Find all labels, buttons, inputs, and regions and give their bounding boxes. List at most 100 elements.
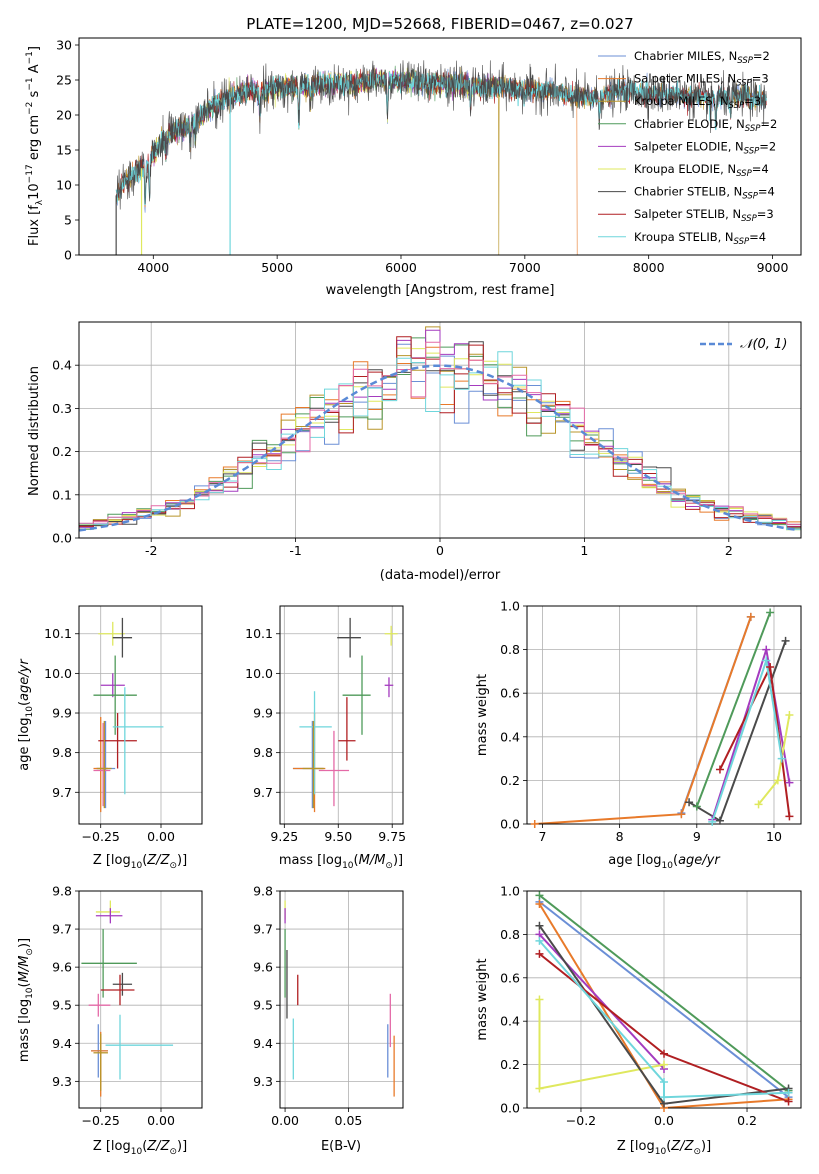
- y-tick-label: 9.4: [253, 1036, 273, 1051]
- series-line-chabrier-elodie: [538, 894, 790, 1092]
- y-axis-label: mass weight: [475, 958, 490, 1040]
- y-tick-label: 0.3: [52, 401, 72, 416]
- marker-plus: [660, 1093, 668, 1102]
- axes-frame: [279, 890, 404, 1109]
- marker-plus: [784, 1088, 793, 1097]
- y-tick-label: 10: [56, 178, 72, 193]
- plot-area: [292, 617, 398, 813]
- x-tick-label: -1: [289, 543, 301, 558]
- x-tick-label: 0.05: [335, 1113, 363, 1128]
- series-line-chabrier-elodie: [695, 612, 772, 807]
- legend-text: Chabrier ELODIE, N: [634, 117, 745, 131]
- y-tick-label: 9.6: [253, 960, 273, 975]
- y-tick-label: 10.1: [44, 626, 72, 641]
- y-tick-label: 15: [56, 143, 72, 158]
- y-tick-label: 9.9: [253, 706, 273, 721]
- y-tick-label: 9.7: [52, 785, 72, 800]
- y-axis-label: age [log10(age/yr: [17, 658, 35, 771]
- x-tick-label: 0.00: [271, 1113, 299, 1128]
- label-part: Z [log: [617, 1139, 655, 1154]
- legend-sub: SSP: [734, 237, 750, 247]
- marker-plus: [677, 810, 686, 819]
- label-part: 10: [27, 183, 42, 200]
- y-tick-label: 0.2: [500, 1057, 520, 1072]
- legend-count: =2: [759, 139, 776, 153]
- axes-frame: [526, 605, 802, 825]
- x-tick-label: -2: [145, 543, 157, 558]
- x-axis-label: age [log10(age/yr: [608, 853, 721, 871]
- x-tick-label: 0: [436, 543, 444, 558]
- marker-plus: [784, 1097, 793, 1106]
- axes-frame: [279, 605, 404, 825]
- legend-sub: SSP: [737, 56, 753, 66]
- y-tick-label: 0.0: [500, 1101, 520, 1116]
- mass-weight-vs-age-plot: 7 8 9 10 0.0 0.2 0.4 0.6 0.8 1.0 mass weight age [l…: [475, 599, 802, 871]
- label-part: −17: [25, 164, 35, 183]
- marker-plus: [773, 776, 782, 785]
- x-axis-label: (data-model)/error: [380, 568, 501, 583]
- age-vs-mass-plot: 9.25 9.50 9.75 9.7 9.8 9.9 10.0 10.1 mass [log10…: [245, 605, 406, 871]
- y-tick-label: 9.8: [253, 745, 273, 760]
- x-tick-label: 9.25: [270, 829, 298, 844]
- series-line-kroupa-stelib: [711, 660, 783, 823]
- x-axis-label: mass [log10(M/M⊙)]: [279, 853, 403, 871]
- legend-sub: SSP: [741, 214, 757, 224]
- y-axis-label: Normed distribution: [27, 366, 42, 496]
- label-part: 10: [25, 987, 35, 999]
- x-tick-label: 7000: [509, 260, 541, 275]
- label-part: s: [27, 90, 42, 101]
- legend-label: Chabrier ELODIE, NSSP=2: [634, 117, 777, 134]
- label-part: (: [142, 1139, 147, 1154]
- y-tick-label: 1.0: [500, 884, 520, 899]
- label-part: age/yr: [17, 658, 32, 701]
- axes-frame: [78, 605, 203, 825]
- series-line-salpeter-miles: [534, 616, 752, 824]
- y-tick-label: 9.7: [253, 785, 273, 800]
- legend: 𝒩(0, 1): [700, 337, 787, 352]
- y-tick-label: 0.1: [52, 487, 72, 502]
- y-axis-label: mass weight: [475, 674, 490, 756]
- x-axis-label: Z [log10(Z/Z⊙)]: [93, 853, 187, 871]
- legend-sub: SSP: [742, 192, 758, 202]
- y-tick-label: 9.7: [52, 922, 72, 937]
- legend-label: Chabrier STELIB, NSSP=4: [634, 185, 775, 202]
- legend-count: =3: [752, 72, 769, 86]
- marker-plus: [692, 802, 701, 811]
- label-part: ⊙: [169, 1147, 177, 1157]
- x-tick-label: 0.0: [654, 1113, 674, 1128]
- residual-histogram-plot: -2 -1 0 1 2 0.0 0.1 0.2 0.3 0.4 (data-model)/erro…: [27, 321, 802, 583]
- y-tick-label: 5: [64, 213, 72, 228]
- label-part: Z/Z: [146, 1139, 170, 1154]
- y-tick-label: 30: [56, 38, 72, 53]
- label-part: (: [666, 1139, 671, 1154]
- x-tick-label: 8000: [633, 260, 665, 275]
- legend-label-normal: 𝒩(0, 1): [740, 337, 787, 352]
- label-part: )]: [17, 938, 32, 948]
- x-axis-label: Z [log10(Z/Z⊙)]: [93, 1139, 187, 1157]
- marker-plus: [715, 816, 724, 825]
- y-tick-label: 0.4: [500, 729, 520, 744]
- spectrum-plot: PLATE=1200, MJD=52668, FIBERID=0467, z=0…: [25, 15, 802, 298]
- y-tick-label: 0.6: [500, 970, 520, 985]
- marker-plus: [762, 656, 771, 665]
- y-tick-label: 9.8: [253, 884, 273, 899]
- x-tick-label: 9000: [757, 260, 789, 275]
- legend-count: =2: [760, 117, 777, 131]
- y-tick-label: 0.0: [500, 817, 520, 832]
- marker-plus: [535, 936, 544, 945]
- label-part: mass [log: [279, 853, 342, 868]
- y-tick-label: 9.9: [52, 706, 72, 721]
- marker-plus: [660, 1049, 668, 1058]
- label-part: mass [log: [17, 999, 32, 1062]
- label-part: ⊙: [169, 861, 177, 871]
- legend-count: =4: [758, 185, 775, 199]
- label-part: (: [17, 982, 32, 987]
- marker-plus: [530, 820, 539, 828]
- legend-sub: SSP: [729, 101, 745, 111]
- marker-plus: [785, 711, 794, 719]
- axes-frame: [78, 890, 203, 1109]
- legend-sub: SSP: [744, 146, 760, 156]
- marker-plus: [715, 765, 724, 774]
- label-part: M/M: [359, 853, 386, 868]
